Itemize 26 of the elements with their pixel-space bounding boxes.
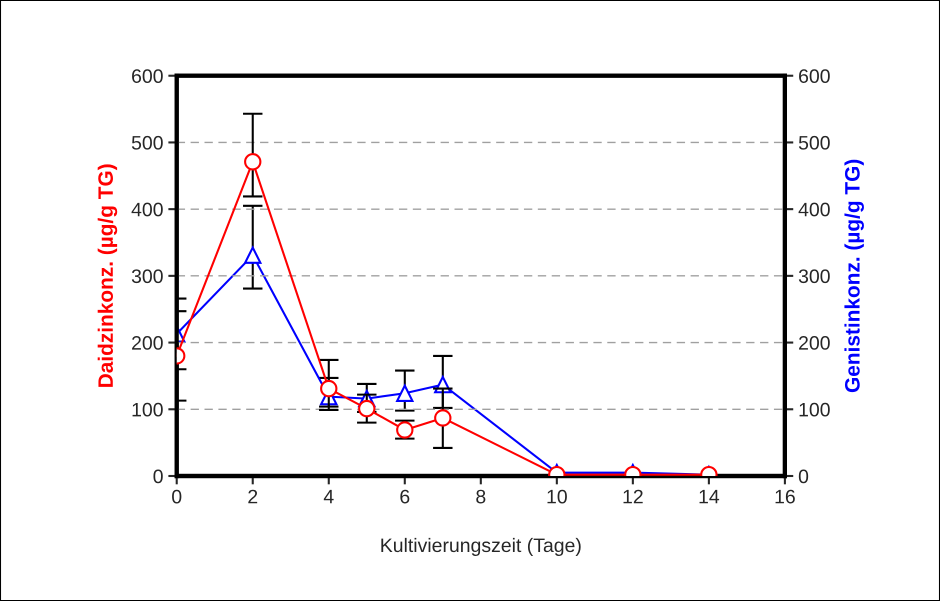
x-tick-label: 14 [700,490,720,504]
y2-axis-title: Genistinkonz. (µg/g TG) [844,160,864,392]
x-tick-label: 2 [248,490,258,504]
x-tick-label: 4 [324,490,334,504]
y2-tick-label: 300 [798,269,830,284]
y-tick-label: 0 [153,469,163,484]
x-tick-label: 10 [548,490,567,504]
y-tick-label: 300 [132,269,163,284]
y-tick-label: 500 [132,136,163,150]
y2-tick-label: 600 [799,69,830,83]
y2-tick-label: 100 [800,402,830,417]
y-tick-label: 100 [132,402,163,417]
y2-tick-label: 400 [798,202,830,216]
x-tick-label: 0 [172,490,182,504]
x-tick-label: 8 [476,490,486,504]
y-tick-label: 400 [132,202,163,216]
y-tick-label: 600 [132,69,163,83]
x-axis-title: Kultivierungszeit (Tage) [381,538,581,556]
y2-tick-label: 0 [798,469,808,484]
y2-tick-label: 500 [798,136,830,150]
x-tick-label: 12 [624,490,643,504]
x-tick-label: 6 [400,490,410,504]
y-tick-label: 200 [132,336,163,350]
y-axis-title: Daidzinkonz. (µg/g TG) [98,164,118,387]
y2-tick-label: 200 [799,336,830,350]
x-tick-label: 16 [776,490,795,504]
